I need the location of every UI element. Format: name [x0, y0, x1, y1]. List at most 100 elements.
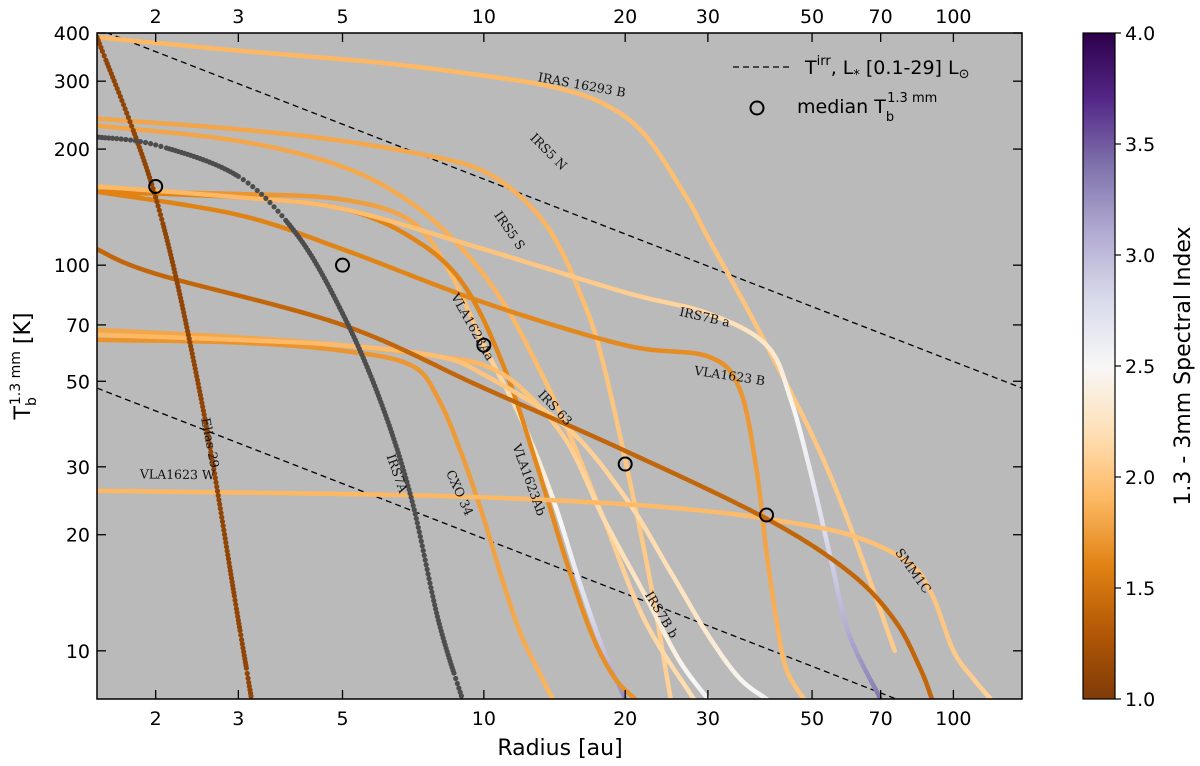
- x-top-tick-label: 2: [150, 6, 162, 28]
- curve-point: [203, 420, 209, 426]
- curve-point: [235, 613, 241, 620]
- curve-point: [203, 424, 209, 430]
- series-elias-29: [97, 34, 254, 699]
- series-iras-16293-b: [97, 34, 897, 654]
- curve-point: [142, 139, 149, 146]
- curve-point: [279, 213, 285, 219]
- curve-point: [125, 114, 131, 120]
- curve-segment: [256, 298, 277, 307]
- curve-point: [429, 589, 435, 595]
- x-top-axis-ticks: 2 3 5 10 20 30 50 70 100: [150, 6, 972, 42]
- y-axis-label-main: T: [11, 405, 36, 420]
- x-axis-label: Radius [au]: [497, 736, 622, 761]
- curve-point: [416, 529, 422, 535]
- colorbar-ticks: 1.0 1.5 2.0 2.5 3.0 3.5 4.0: [1115, 23, 1155, 711]
- curve-point: [205, 432, 211, 438]
- curve-segment: [889, 641, 897, 654]
- x-top-tick-label: 10: [472, 6, 496, 28]
- y-tick-label: 10: [66, 641, 90, 663]
- y-tick-label: 300: [54, 71, 90, 93]
- curve-point: [217, 505, 223, 512]
- series-smm1c: [97, 246, 935, 699]
- y-tick-label: 20: [66, 525, 90, 547]
- curve-segment: [241, 294, 262, 304]
- series-irs7b-b: [97, 332, 769, 699]
- plot-frame: [96, 32, 1023, 700]
- curve-segment: [628, 481, 636, 501]
- y-axis-label-unit: [K]: [11, 313, 36, 352]
- curve-point: [453, 675, 459, 682]
- curve-point: [420, 548, 426, 554]
- curve-point: [259, 191, 265, 197]
- colorbar-tick-label: 3.0: [1125, 245, 1155, 267]
- x-top-tick-label: 50: [800, 6, 824, 28]
- curve-point: [250, 184, 256, 190]
- colorbar-tick-label: 2.5: [1125, 356, 1155, 378]
- curve-point: [413, 515, 419, 522]
- curve-point: [101, 53, 107, 59]
- curve-segment: [864, 570, 875, 590]
- curve-point: [220, 523, 226, 529]
- curve-point: [114, 136, 120, 142]
- curve-point: [225, 556, 232, 562]
- curve-point: [213, 479, 219, 485]
- curve-point: [207, 445, 213, 451]
- curve-point: [153, 194, 159, 200]
- x-tick-label: 3: [232, 708, 244, 730]
- curve-point: [222, 535, 228, 542]
- curve-segment: [859, 556, 870, 576]
- curve-point: [110, 135, 116, 141]
- colorbar: 1.0 1.5 2.0 2.5 3.0 3.5 4.0 1.3 - 3mm Spectral…: [1082, 23, 1196, 711]
- series-irs5-s: [97, 123, 697, 699]
- curve-point: [117, 93, 123, 100]
- curve-point: [200, 404, 206, 410]
- colorbar-tick-label: 4.0: [1125, 23, 1155, 45]
- curve-point: [123, 136, 129, 143]
- x-top-tick-label: 30: [696, 6, 720, 28]
- curve-point: [423, 562, 429, 568]
- curve-point: [240, 176, 246, 183]
- curve-point: [147, 141, 154, 147]
- x-top-tick-label: 20: [613, 6, 637, 28]
- y-tick-label: 100: [54, 255, 90, 277]
- curve-point: [132, 138, 139, 144]
- median-marker: [148, 178, 164, 194]
- curve-point: [198, 396, 204, 402]
- curve-point: [202, 415, 208, 422]
- curve-segment: [844, 513, 854, 533]
- x-tick-label: 30: [696, 708, 720, 730]
- curve-point: [458, 693, 465, 699]
- x-top-tick-label: 5: [336, 6, 348, 28]
- series-irs7b-a: [97, 184, 883, 699]
- curve-point: [226, 560, 232, 566]
- curve-point: [199, 400, 205, 406]
- curve-segment: [667, 690, 673, 699]
- x-top-tick-label: 100: [935, 6, 971, 28]
- curve-point: [120, 102, 127, 108]
- curve-point: [224, 548, 230, 554]
- y-axis-label-sup: 1.3 mm: [8, 351, 24, 405]
- x-tick-label: 10: [472, 708, 496, 730]
- x-tick-label: 50: [800, 708, 824, 730]
- curve-point: [425, 571, 431, 577]
- curve-point: [244, 670, 250, 677]
- curve-point: [214, 484, 220, 490]
- curve-segment: [624, 466, 633, 487]
- curve-point: [158, 143, 164, 150]
- curve-point: [212, 475, 218, 481]
- curve-point: [412, 511, 418, 517]
- curve-point: [209, 457, 215, 464]
- curve-point: [124, 110, 130, 116]
- curve-point: [411, 507, 417, 513]
- curve-point: [428, 585, 434, 591]
- curve-point: [430, 593, 436, 600]
- x-tick-label: 20: [613, 708, 637, 730]
- curve-point: [451, 670, 457, 676]
- curve-point: [217, 501, 223, 507]
- curve-segment: [833, 487, 844, 505]
- curve-point: [248, 693, 254, 699]
- curve-point: [231, 593, 237, 599]
- curve-point: [122, 106, 128, 112]
- reference-lines: [97, 33, 1022, 699]
- curve-point: [219, 514, 225, 520]
